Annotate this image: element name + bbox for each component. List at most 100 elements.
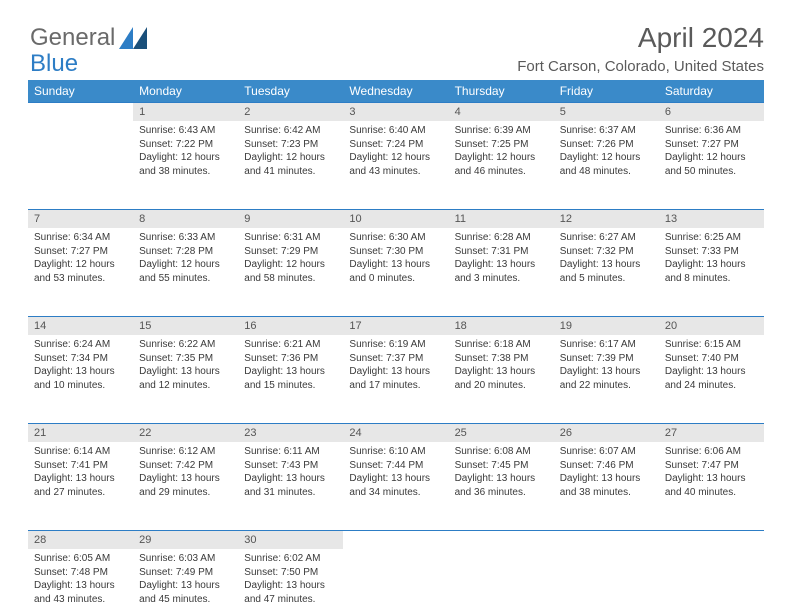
day-number-cell: 28 xyxy=(28,530,133,549)
daylight-line: Daylight: 13 hours and 15 minutes. xyxy=(244,365,337,392)
day-number: 4 xyxy=(449,102,554,121)
day-number-row: 78910111213 xyxy=(28,209,764,228)
daylight-line: Daylight: 12 hours and 53 minutes. xyxy=(34,258,127,285)
day-content: Sunrise: 6:28 AMSunset: 7:31 PMDaylight:… xyxy=(449,228,554,293)
sunset-line: Sunset: 7:39 PM xyxy=(560,352,653,366)
day-content-cell: Sunrise: 6:25 AMSunset: 7:33 PMDaylight:… xyxy=(659,228,764,316)
sunset-line: Sunset: 7:38 PM xyxy=(455,352,548,366)
day-number: 27 xyxy=(659,423,764,442)
day-content: Sunrise: 6:36 AMSunset: 7:27 PMDaylight:… xyxy=(659,121,764,186)
day-number: 19 xyxy=(554,316,659,335)
daylight-line: Daylight: 12 hours and 43 minutes. xyxy=(349,151,442,178)
day-number-cell: 14 xyxy=(28,316,133,335)
daylight-line: Daylight: 13 hours and 45 minutes. xyxy=(139,579,232,606)
sunrise-line: Sunrise: 6:28 AM xyxy=(455,231,548,245)
day-number-cell: 10 xyxy=(343,209,448,228)
day-content: Sunrise: 6:21 AMSunset: 7:36 PMDaylight:… xyxy=(238,335,343,400)
calendar-table: Sunday Monday Tuesday Wednesday Thursday… xyxy=(28,80,764,612)
day-content-cell: Sunrise: 6:14 AMSunset: 7:41 PMDaylight:… xyxy=(28,442,133,530)
daylight-line: Daylight: 12 hours and 46 minutes. xyxy=(455,151,548,178)
sunrise-line: Sunrise: 6:10 AM xyxy=(349,445,442,459)
sunrise-line: Sunrise: 6:02 AM xyxy=(244,552,337,566)
daylight-line: Daylight: 12 hours and 41 minutes. xyxy=(244,151,337,178)
day-number-cell: 26 xyxy=(554,423,659,442)
day-content-cell: Sunrise: 6:43 AMSunset: 7:22 PMDaylight:… xyxy=(133,121,238,209)
day-number: 8 xyxy=(133,209,238,228)
sunrise-line: Sunrise: 6:15 AM xyxy=(665,338,758,352)
sunrise-line: Sunrise: 6:34 AM xyxy=(34,231,127,245)
sunset-line: Sunset: 7:26 PM xyxy=(560,138,653,152)
day-number-cell: 16 xyxy=(238,316,343,335)
daylight-line: Daylight: 13 hours and 12 minutes. xyxy=(139,365,232,392)
day-number: 15 xyxy=(133,316,238,335)
daylight-line: Daylight: 13 hours and 24 minutes. xyxy=(665,365,758,392)
sunrise-line: Sunrise: 6:22 AM xyxy=(139,338,232,352)
day-content: Sunrise: 6:06 AMSunset: 7:47 PMDaylight:… xyxy=(659,442,764,507)
daylight-line: Daylight: 13 hours and 10 minutes. xyxy=(34,365,127,392)
sunrise-line: Sunrise: 6:33 AM xyxy=(139,231,232,245)
day-content-cell: Sunrise: 6:36 AMSunset: 7:27 PMDaylight:… xyxy=(659,121,764,209)
day-number-cell: 9 xyxy=(238,209,343,228)
sunset-line: Sunset: 7:43 PM xyxy=(244,459,337,473)
daylight-line: Daylight: 12 hours and 55 minutes. xyxy=(139,258,232,285)
day-content-cell: Sunrise: 6:07 AMSunset: 7:46 PMDaylight:… xyxy=(554,442,659,530)
day-content-cell: Sunrise: 6:39 AMSunset: 7:25 PMDaylight:… xyxy=(449,121,554,209)
daylight-line: Daylight: 13 hours and 31 minutes. xyxy=(244,472,337,499)
day-content-cell: Sunrise: 6:30 AMSunset: 7:30 PMDaylight:… xyxy=(343,228,448,316)
day-number-empty xyxy=(449,530,554,549)
brand-logo: General Blue xyxy=(30,24,147,52)
day-content: Sunrise: 6:10 AMSunset: 7:44 PMDaylight:… xyxy=(343,442,448,507)
day-number: 9 xyxy=(238,209,343,228)
day-number-cell: 4 xyxy=(449,102,554,121)
day-content-cell: Sunrise: 6:42 AMSunset: 7:23 PMDaylight:… xyxy=(238,121,343,209)
day-number-cell: 24 xyxy=(343,423,448,442)
day-content: Sunrise: 6:30 AMSunset: 7:30 PMDaylight:… xyxy=(343,228,448,293)
sunrise-line: Sunrise: 6:12 AM xyxy=(139,445,232,459)
day-number-cell: 21 xyxy=(28,423,133,442)
sunset-line: Sunset: 7:41 PM xyxy=(34,459,127,473)
day-content-row: Sunrise: 6:34 AMSunset: 7:27 PMDaylight:… xyxy=(28,228,764,316)
day-number: 22 xyxy=(133,423,238,442)
day-number-cell: 6 xyxy=(659,102,764,121)
day-content: Sunrise: 6:11 AMSunset: 7:43 PMDaylight:… xyxy=(238,442,343,507)
day-number-cell: 1 xyxy=(133,102,238,121)
day-number-cell xyxy=(554,530,659,549)
sunset-line: Sunset: 7:27 PM xyxy=(34,245,127,259)
day-number-cell xyxy=(659,530,764,549)
day-content-cell xyxy=(659,549,764,612)
day-number-cell: 19 xyxy=(554,316,659,335)
daylight-line: Daylight: 13 hours and 0 minutes. xyxy=(349,258,442,285)
day-content: Sunrise: 6:05 AMSunset: 7:48 PMDaylight:… xyxy=(28,549,133,612)
day-content: Sunrise: 6:19 AMSunset: 7:37 PMDaylight:… xyxy=(343,335,448,400)
sunset-line: Sunset: 7:44 PM xyxy=(349,459,442,473)
sunset-line: Sunset: 7:46 PM xyxy=(560,459,653,473)
day-number: 10 xyxy=(343,209,448,228)
day-content-cell: Sunrise: 6:37 AMSunset: 7:26 PMDaylight:… xyxy=(554,121,659,209)
weekday-header: Wednesday xyxy=(343,80,448,102)
sunset-line: Sunset: 7:34 PM xyxy=(34,352,127,366)
sunrise-line: Sunrise: 6:17 AM xyxy=(560,338,653,352)
day-content-cell: Sunrise: 6:17 AMSunset: 7:39 PMDaylight:… xyxy=(554,335,659,423)
sunrise-line: Sunrise: 6:42 AM xyxy=(244,124,337,138)
page: General Blue April 2024 Fort Carson, Col… xyxy=(0,0,792,612)
day-number-cell: 5 xyxy=(554,102,659,121)
day-content: Sunrise: 6:07 AMSunset: 7:46 PMDaylight:… xyxy=(554,442,659,507)
day-content: Sunrise: 6:40 AMSunset: 7:24 PMDaylight:… xyxy=(343,121,448,186)
day-content: Sunrise: 6:03 AMSunset: 7:49 PMDaylight:… xyxy=(133,549,238,612)
day-content-cell: Sunrise: 6:28 AMSunset: 7:31 PMDaylight:… xyxy=(449,228,554,316)
day-content: Sunrise: 6:31 AMSunset: 7:29 PMDaylight:… xyxy=(238,228,343,293)
day-number-cell: 2 xyxy=(238,102,343,121)
sunset-line: Sunset: 7:49 PM xyxy=(139,566,232,580)
sunrise-line: Sunrise: 6:05 AM xyxy=(34,552,127,566)
day-content-cell: Sunrise: 6:06 AMSunset: 7:47 PMDaylight:… xyxy=(659,442,764,530)
day-content: Sunrise: 6:22 AMSunset: 7:35 PMDaylight:… xyxy=(133,335,238,400)
day-number-cell: 11 xyxy=(449,209,554,228)
day-number-cell xyxy=(28,102,133,121)
day-number-empty xyxy=(659,530,764,549)
daylight-line: Daylight: 13 hours and 29 minutes. xyxy=(139,472,232,499)
sunset-line: Sunset: 7:47 PM xyxy=(665,459,758,473)
sunset-line: Sunset: 7:25 PM xyxy=(455,138,548,152)
day-content: Sunrise: 6:14 AMSunset: 7:41 PMDaylight:… xyxy=(28,442,133,507)
daylight-line: Daylight: 13 hours and 34 minutes. xyxy=(349,472,442,499)
daylight-line: Daylight: 12 hours and 48 minutes. xyxy=(560,151,653,178)
